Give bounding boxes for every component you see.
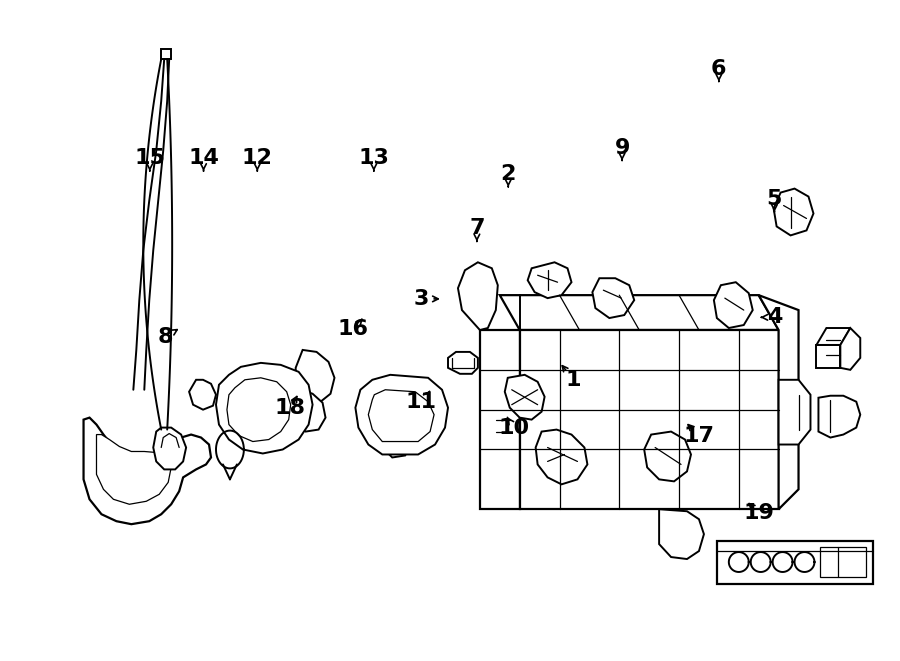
Polygon shape bbox=[448, 352, 478, 374]
Polygon shape bbox=[821, 547, 866, 577]
Polygon shape bbox=[717, 541, 873, 584]
Polygon shape bbox=[153, 428, 186, 469]
Text: 1: 1 bbox=[566, 370, 581, 390]
Text: 19: 19 bbox=[743, 504, 775, 524]
Text: 7: 7 bbox=[469, 219, 484, 239]
Text: 4: 4 bbox=[767, 307, 782, 327]
Text: 15: 15 bbox=[134, 148, 166, 168]
Text: 6: 6 bbox=[711, 59, 726, 79]
Text: 14: 14 bbox=[188, 148, 219, 168]
Polygon shape bbox=[505, 375, 544, 420]
Polygon shape bbox=[527, 262, 572, 298]
Polygon shape bbox=[816, 328, 850, 345]
Polygon shape bbox=[759, 295, 798, 509]
Polygon shape bbox=[774, 188, 814, 235]
Polygon shape bbox=[491, 412, 514, 438]
Polygon shape bbox=[96, 434, 171, 504]
Polygon shape bbox=[253, 403, 291, 444]
Polygon shape bbox=[500, 295, 778, 330]
Text: 18: 18 bbox=[275, 398, 306, 418]
Polygon shape bbox=[714, 282, 752, 328]
Polygon shape bbox=[458, 262, 498, 330]
Polygon shape bbox=[818, 396, 860, 438]
Text: 2: 2 bbox=[500, 164, 516, 184]
Text: 17: 17 bbox=[684, 426, 715, 446]
Text: 12: 12 bbox=[242, 148, 273, 168]
Text: 13: 13 bbox=[358, 148, 390, 168]
Text: 16: 16 bbox=[338, 319, 369, 339]
Text: 5: 5 bbox=[767, 189, 782, 209]
Polygon shape bbox=[536, 430, 588, 485]
Polygon shape bbox=[292, 390, 326, 432]
Polygon shape bbox=[519, 330, 778, 509]
Polygon shape bbox=[816, 345, 841, 368]
Polygon shape bbox=[84, 418, 211, 524]
Polygon shape bbox=[382, 414, 412, 457]
Polygon shape bbox=[227, 378, 291, 442]
Polygon shape bbox=[644, 432, 691, 481]
Text: 8: 8 bbox=[158, 327, 173, 347]
Polygon shape bbox=[778, 380, 811, 444]
Polygon shape bbox=[216, 363, 312, 453]
Polygon shape bbox=[356, 375, 448, 455]
Text: 3: 3 bbox=[414, 289, 429, 309]
Polygon shape bbox=[841, 328, 860, 370]
Polygon shape bbox=[376, 382, 410, 424]
Text: 11: 11 bbox=[406, 391, 436, 412]
Text: 10: 10 bbox=[499, 418, 530, 438]
Polygon shape bbox=[368, 390, 434, 442]
Polygon shape bbox=[480, 330, 519, 509]
Polygon shape bbox=[592, 278, 634, 318]
Polygon shape bbox=[659, 509, 704, 559]
Text: 9: 9 bbox=[615, 137, 630, 157]
Polygon shape bbox=[161, 49, 171, 59]
Polygon shape bbox=[296, 350, 335, 402]
Polygon shape bbox=[189, 380, 216, 410]
